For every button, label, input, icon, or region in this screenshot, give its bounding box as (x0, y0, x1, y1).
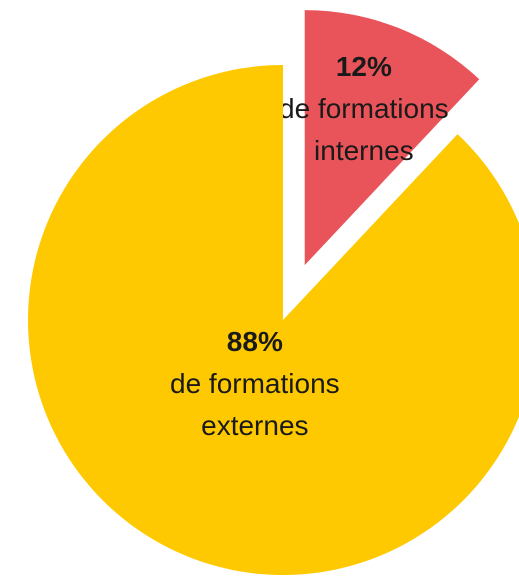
slice-value-label: 88% (226, 326, 283, 358)
slice-label: 88% de formations externes (135, 321, 375, 447)
pie-slice (304, 10, 480, 266)
slice-label-box: 12% de formations internes (244, 46, 484, 172)
slice-category-label: de formations externes (170, 368, 340, 442)
slice-label-box: 88% de formations externes (135, 321, 375, 447)
slice-category-label: de formations internes (279, 92, 449, 166)
slice-label: 12% de formations internes (244, 46, 484, 172)
pie-slice (28, 65, 519, 575)
slice-value-label: 12% (335, 50, 392, 82)
